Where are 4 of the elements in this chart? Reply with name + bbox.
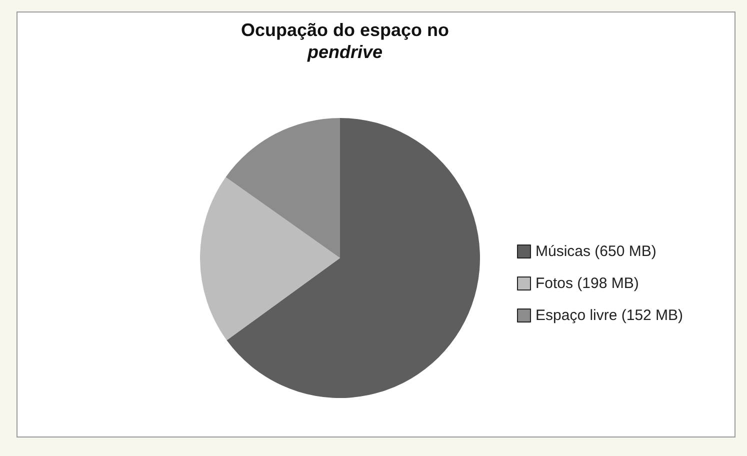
legend-label: Espaço livre (152 MB): [536, 307, 684, 324]
legend-label: Fotos (198 MB): [536, 275, 639, 292]
chart-title: Ocupação do espaço no pendrive: [240, 20, 450, 62]
legend-label: Músicas (650 MB): [536, 243, 656, 260]
